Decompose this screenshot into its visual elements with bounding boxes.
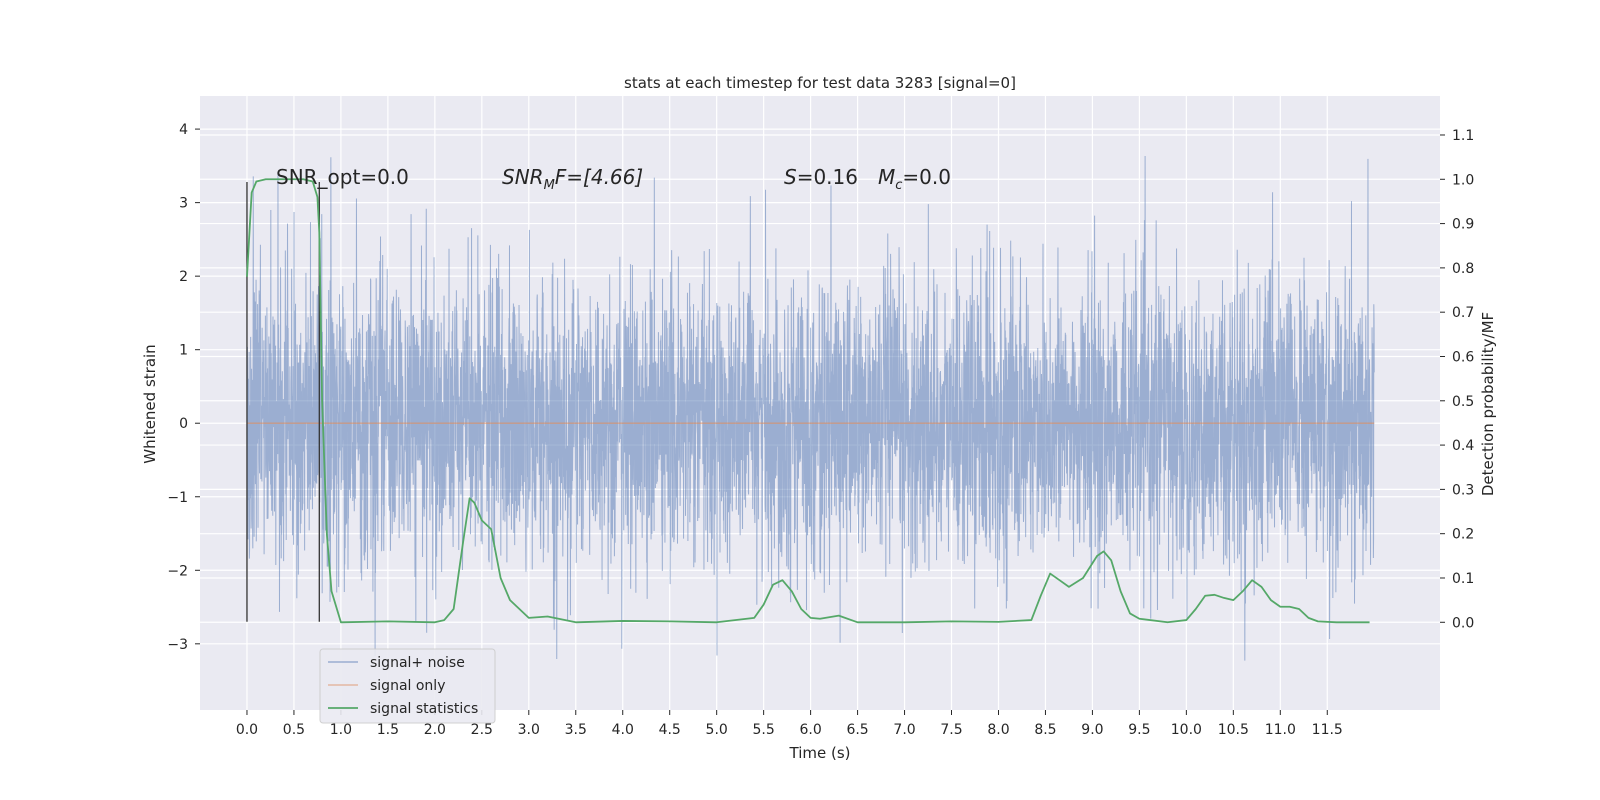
x-tick-label: 11.0 [1265,722,1296,738]
x-tick-label: 1.0 [330,722,352,738]
y-tick-label: 0 [179,416,188,432]
x-tick-label: 8.0 [987,722,1009,738]
legend: signal+ noise signal only signal statist… [319,648,496,724]
annotation-snr-mf: SNRMF=[4.66] [502,165,643,193]
annotation-mc: Mc=0.0 [878,165,951,193]
x-tick-label: 3.0 [518,722,540,738]
y2-axis-label: Detection probability/MF [1479,312,1497,496]
axes: 0.0 0.5 1.0 1.5 2.0 2.5 3.0 3.5 4.0 4.5 5.0 5.5 6.0 6… [167,122,1474,738]
x-tick-label: 0.0 [236,722,258,738]
x-tick-label: 2.5 [471,722,493,738]
signal-plus-noise-line [246,156,1375,661]
chart-title: stats at each timestep for test data 328… [624,74,1016,92]
x-tick-label: 3.5 [565,722,587,738]
y-tick-label: −3 [167,637,188,653]
x-axis-label: Time (s) [789,744,851,762]
y2-tick-label: 1.1 [1452,128,1474,144]
x-tick-label: 1.5 [377,722,399,738]
y2-tick-label: 0.5 [1452,394,1474,410]
y2-tick-label: 1.0 [1452,172,1474,188]
legend-label-signal: signal only [370,678,445,694]
x-tick-label: 7.5 [940,722,962,738]
legend-label-stats: signal statistics [370,701,478,717]
y-tick-label: 2 [179,269,188,285]
annotation-snr-opt: SNR_opt=0.0 [276,165,409,189]
x-tick-label: 6.0 [799,722,821,738]
x-tick-label: 7.0 [893,722,915,738]
legend-label-noise: signal+ noise [370,655,465,671]
y2-tick-label: 0.0 [1452,615,1474,631]
y2-tick-label: 0.3 [1452,482,1474,498]
x-tick-label: 0.5 [283,722,305,738]
x-tick-label: 5.0 [706,722,728,738]
y-tick-label: −2 [167,563,188,579]
x-tick-label: 5.5 [753,722,775,738]
y2-tick-label: 0.2 [1452,527,1474,543]
x-tick-label: 10.0 [1171,722,1202,738]
x-tick-label: 4.5 [659,722,681,738]
x-tick-label: 11.5 [1312,722,1343,738]
y2-tick-label: 0.9 [1452,217,1474,233]
y-tick-label: 3 [179,196,188,212]
y-tick-label: −1 [167,490,188,506]
y-tick-label: 1 [179,343,188,359]
series-signal-plus-noise [246,156,1375,661]
x-tick-label: 4.0 [612,722,634,738]
y-tick-label: 4 [179,122,188,138]
y2-tick-label: 0.4 [1452,438,1474,454]
annotation-s: S=0.16 [784,165,858,189]
y2-tick-label: 0.8 [1452,261,1474,277]
signal-statistics-line [246,178,1370,624]
x-tick-label: 8.5 [1034,722,1056,738]
y2-tick-label: 0.7 [1452,305,1474,321]
x-tick-label: 9.5 [1128,722,1150,738]
y2-tick-label: 0.6 [1452,349,1474,365]
x-tick-label: 2.0 [424,722,446,738]
x-tick-label: 9.0 [1081,722,1103,738]
legend-box [319,648,496,724]
x-tick-label: 6.5 [846,722,868,738]
y2-tick-label: 0.1 [1452,571,1474,587]
y-axis-label: Whitened strain [141,344,159,463]
x-tick-label: 10.5 [1218,722,1249,738]
series-signal-statistics [246,178,1370,624]
